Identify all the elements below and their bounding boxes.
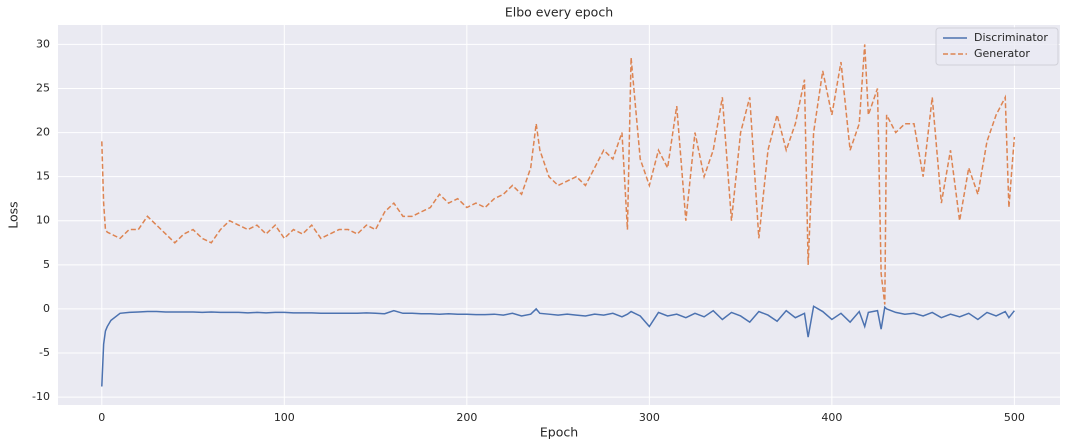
y-tick-label: -10	[32, 390, 50, 403]
y-axis-label: Loss	[6, 201, 21, 228]
y-tick-label: 0	[43, 302, 50, 315]
x-tick-label: 0	[98, 411, 105, 424]
x-tick-label: 200	[456, 411, 477, 424]
y-tick-label: 20	[36, 126, 50, 139]
chart-title: Elbo every epoch	[505, 5, 613, 20]
plot-area	[58, 25, 1060, 405]
legend-label: Discriminator	[974, 31, 1048, 44]
y-tick-label: 10	[36, 214, 50, 227]
x-tick-label: 500	[1004, 411, 1025, 424]
x-tick-label: 100	[274, 411, 295, 424]
y-tick-label: 5	[43, 258, 50, 271]
legend: Discriminator Generator	[935, 27, 1059, 66]
line-series	[101, 44, 1016, 305]
x-axis-label: Epoch	[540, 425, 578, 440]
y-tick-label: 25	[36, 81, 50, 94]
y-tick-label: -5	[39, 346, 50, 359]
x-tick-label: 400	[821, 411, 842, 424]
line-series	[101, 305, 1015, 387]
legend-label: Generator	[974, 47, 1030, 60]
y-tick-label: 15	[36, 170, 50, 183]
x-tick-label: 300	[639, 411, 660, 424]
y-tick-label: 30	[36, 37, 50, 50]
